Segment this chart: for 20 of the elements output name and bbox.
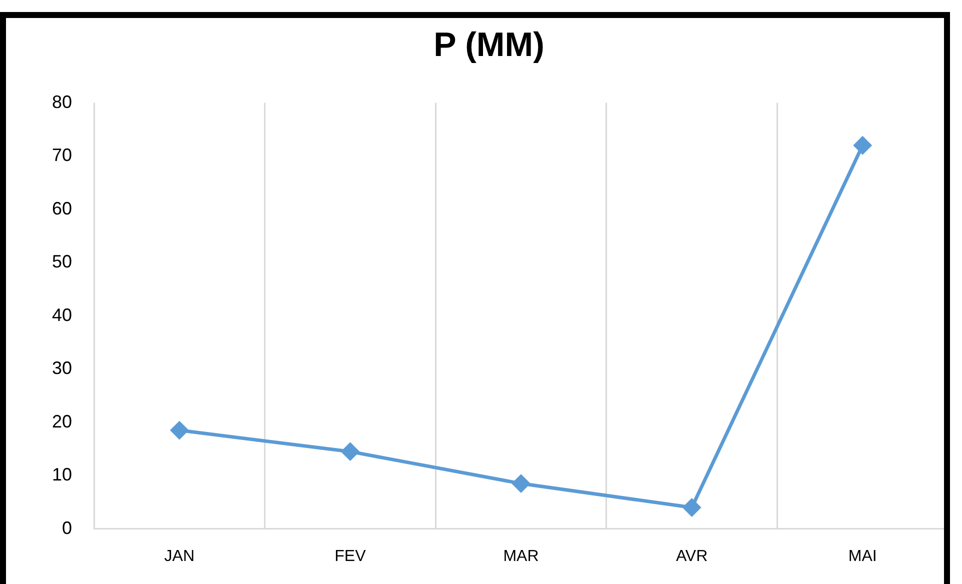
chart-title: P (MM) bbox=[434, 26, 544, 64]
y-tick-label: 50 bbox=[52, 252, 72, 272]
y-tick-label: 70 bbox=[52, 145, 72, 166]
point bbox=[341, 442, 359, 460]
y-tick-label: 40 bbox=[52, 304, 72, 325]
y-tick-label: 20 bbox=[52, 411, 72, 432]
point bbox=[854, 136, 872, 154]
y-tick-label: 30 bbox=[52, 358, 72, 378]
x-tick-label: JAN bbox=[164, 548, 195, 565]
y-tick-label: 60 bbox=[52, 198, 72, 218]
x-tick-label: MAR bbox=[503, 548, 539, 565]
y-tick-label: 80 bbox=[52, 92, 72, 112]
x-tick-label: AVR bbox=[676, 548, 708, 565]
point bbox=[512, 474, 530, 492]
x-tick-label: FEV bbox=[334, 548, 366, 565]
x-tick-label: MAI bbox=[848, 548, 877, 565]
y-tick-label: 10 bbox=[52, 464, 72, 485]
point bbox=[683, 498, 701, 516]
y-tick-label: 0 bbox=[62, 518, 72, 538]
point bbox=[170, 422, 188, 440]
